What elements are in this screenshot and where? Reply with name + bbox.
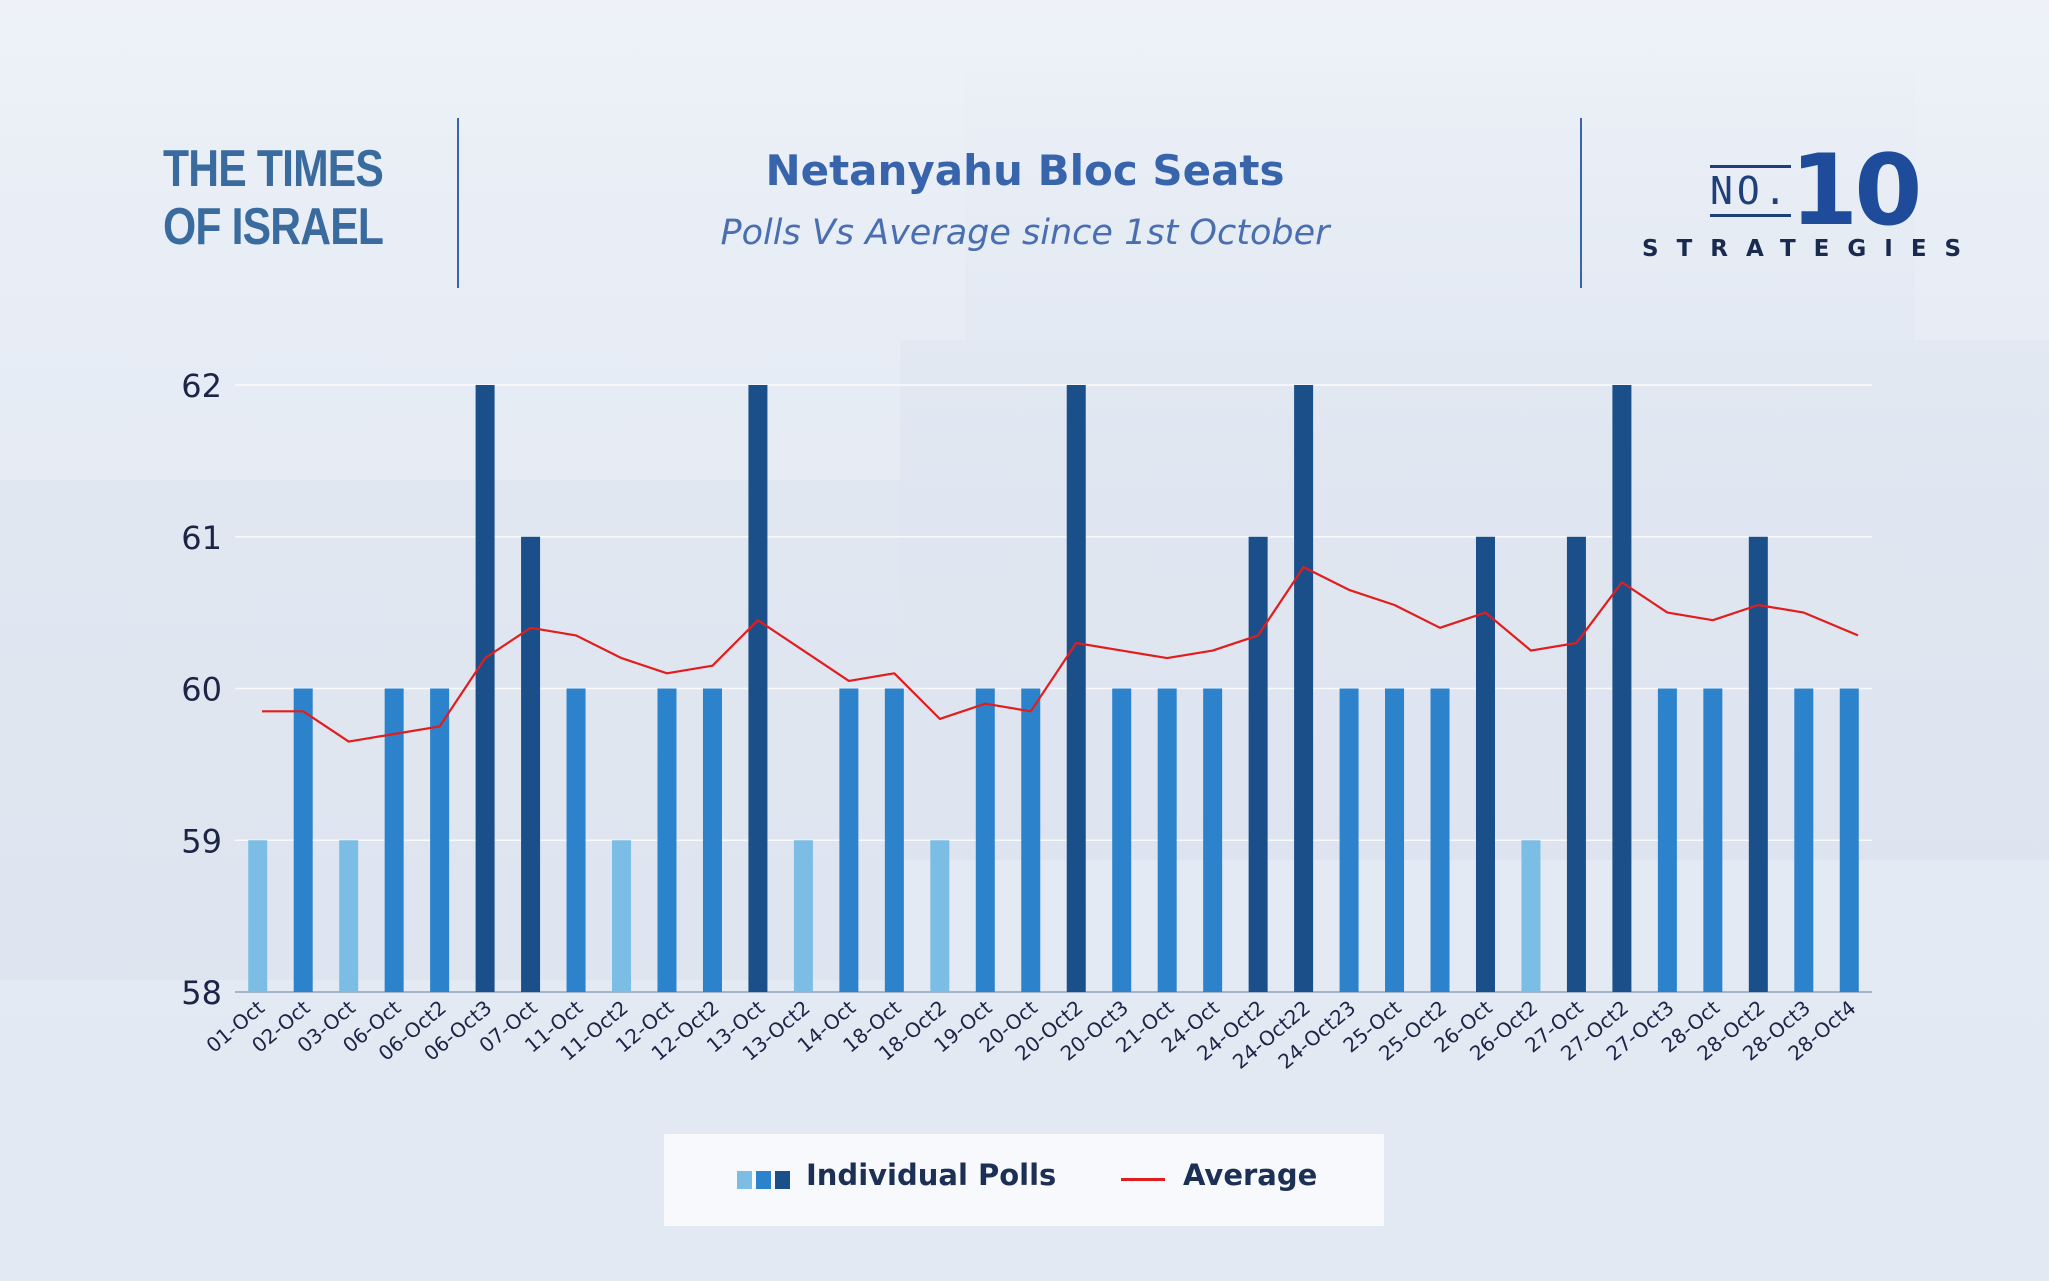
bar xyxy=(793,840,813,992)
bar xyxy=(430,688,450,992)
gridlines xyxy=(235,384,1872,993)
bar xyxy=(1839,688,1859,992)
bar xyxy=(384,688,404,992)
bar xyxy=(884,688,904,992)
logo-strategies-text: STRATEGIES xyxy=(1642,236,1980,262)
bar xyxy=(612,840,632,992)
bar xyxy=(1066,385,1086,992)
bar xyxy=(475,385,495,992)
bars xyxy=(248,385,1859,992)
header-divider-left xyxy=(457,118,459,288)
bar xyxy=(248,840,268,992)
bar xyxy=(1021,688,1041,992)
logo-line-2: OF ISRAEL xyxy=(163,198,384,256)
bar xyxy=(521,536,541,992)
bar xyxy=(975,688,995,992)
bar xyxy=(566,688,586,992)
y-tick-label: 62 xyxy=(181,367,222,405)
bar xyxy=(930,840,950,992)
title-block: Netanyahu Bloc Seats Polls Vs Average si… xyxy=(470,146,1580,253)
chart-title: Netanyahu Bloc Seats xyxy=(765,146,1285,195)
y-axis-ticks: 58 59 60 61 62 xyxy=(181,367,222,1012)
bar xyxy=(1794,688,1814,992)
bar xyxy=(1203,688,1223,992)
bar xyxy=(702,688,722,992)
legend-swatch-dark xyxy=(775,1171,790,1189)
logo-number: 10 xyxy=(1790,134,1922,248)
logo-line-1: THE TIMES xyxy=(163,140,384,198)
bar xyxy=(748,385,768,992)
header-divider-right xyxy=(1580,118,1582,288)
bar xyxy=(1248,536,1268,992)
y-tick-label: 58 xyxy=(181,974,222,1012)
times-of-israel-logo: THE TIMES OF ISRAEL xyxy=(163,140,384,256)
bar xyxy=(1385,688,1405,992)
bar xyxy=(1703,688,1723,992)
x-axis-ticks: 01-Oct02-Oct03-Oct06-Oct06-Oct206-Oct307… xyxy=(202,995,1861,1073)
legend-label-polls: Individual Polls xyxy=(806,1158,1057,1192)
bar xyxy=(1157,688,1177,992)
average-line-layer xyxy=(262,565,1859,743)
bar xyxy=(839,688,859,992)
bar xyxy=(1748,536,1768,992)
header: THE TIMES OF ISRAEL Netanyahu Bloc Seats… xyxy=(0,0,2049,300)
bar xyxy=(293,688,313,992)
average-line xyxy=(262,565,1859,743)
legend-swatch-light xyxy=(737,1171,752,1189)
y-tick-label: 59 xyxy=(181,822,222,860)
legend: Individual Polls Average xyxy=(664,1134,1384,1226)
bar xyxy=(1430,688,1450,992)
chart-subtitle: Polls Vs Average since 1st October xyxy=(720,213,1330,253)
legend-swatch-mid xyxy=(756,1171,771,1189)
bar xyxy=(1612,385,1632,992)
bar xyxy=(1475,536,1495,992)
bar xyxy=(1657,688,1677,992)
no10-strategies-logo: NO. 10 STRATEGIES xyxy=(1640,134,1990,270)
y-tick-label: 60 xyxy=(181,671,222,709)
bar xyxy=(1112,688,1132,992)
y-tick-label: 61 xyxy=(181,519,222,557)
bar xyxy=(1566,536,1586,992)
bar xyxy=(657,688,677,992)
bar xyxy=(1521,840,1541,992)
legend-average-line xyxy=(1121,1178,1165,1181)
bar xyxy=(1339,688,1359,992)
bar xyxy=(339,840,359,992)
bar xyxy=(1294,385,1314,992)
legend-label-average: Average xyxy=(1183,1158,1318,1192)
logo-no-text: NO. xyxy=(1710,165,1791,217)
